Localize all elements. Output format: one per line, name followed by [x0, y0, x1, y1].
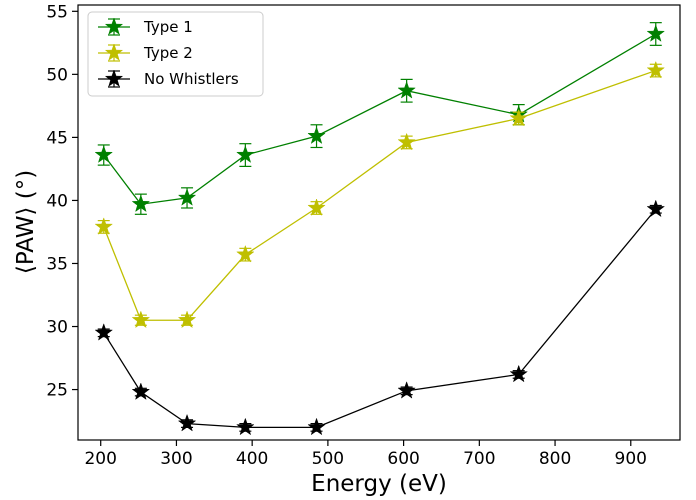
y-tick-label: 25 [46, 381, 68, 401]
data-point [94, 145, 114, 163]
data-point [236, 417, 255, 436]
x-tick-label: 300 [160, 449, 192, 469]
y-tick-label: 40 [46, 191, 68, 211]
series-line [103, 33, 657, 205]
data-point [646, 60, 666, 79]
series-2 [94, 60, 666, 329]
plot-area [94, 22, 666, 436]
y-tick-label: 50 [46, 65, 68, 85]
data-point [307, 126, 326, 145]
x-tick-label: 700 [463, 449, 495, 469]
data-point [131, 194, 151, 213]
y-tick-label: 45 [46, 128, 68, 148]
data-point [509, 108, 528, 127]
y-tick-label: 55 [46, 2, 68, 22]
data-point [94, 323, 114, 341]
series-line [103, 69, 656, 321]
data-point [177, 310, 197, 329]
data-point [131, 310, 151, 329]
legend-marker [104, 17, 124, 35]
data-point [646, 199, 666, 218]
legend: Type 1 Type 2 No Whistlers [87, 11, 264, 97]
series-3 [94, 199, 666, 436]
legend-label: No Whistlers [144, 70, 239, 88]
data-point [307, 198, 326, 216]
plot-frame [77, 4, 681, 441]
x-tick-label: 500 [312, 449, 344, 469]
axis-ticks: 200 300 400 500 600 700 800 900 25 30 35 40 45 50 55 [46, 2, 647, 469]
legend-marker [104, 69, 124, 87]
data-point [397, 80, 416, 99]
legend-box [87, 11, 264, 97]
x-axis-label: Energy (eV) [311, 471, 447, 497]
legend-marker [104, 43, 124, 61]
legend-label: Type 1 [143, 18, 193, 36]
x-tick-label: 600 [387, 449, 419, 469]
data-point [509, 364, 528, 383]
data-point [236, 244, 255, 263]
legend-label: Type 2 [143, 44, 193, 62]
data-point [177, 413, 197, 432]
y-tick-label: 30 [46, 318, 68, 338]
x-tick-label: 900 [615, 449, 647, 469]
x-tick-label: 800 [539, 449, 571, 469]
data-point [94, 217, 114, 235]
x-tick-label: 400 [236, 449, 268, 469]
y-tick-label: 35 [46, 254, 68, 274]
series-line [103, 208, 657, 429]
y-axis-label: ⟨PAW⟩ (°) [13, 170, 39, 274]
data-point [646, 24, 666, 42]
data-point [397, 132, 416, 151]
data-point [307, 417, 326, 436]
data-point [236, 145, 255, 163]
data-point [131, 382, 151, 400]
data-point [177, 188, 197, 206]
x-tick-label: 200 [84, 449, 116, 469]
data-point [397, 381, 416, 399]
